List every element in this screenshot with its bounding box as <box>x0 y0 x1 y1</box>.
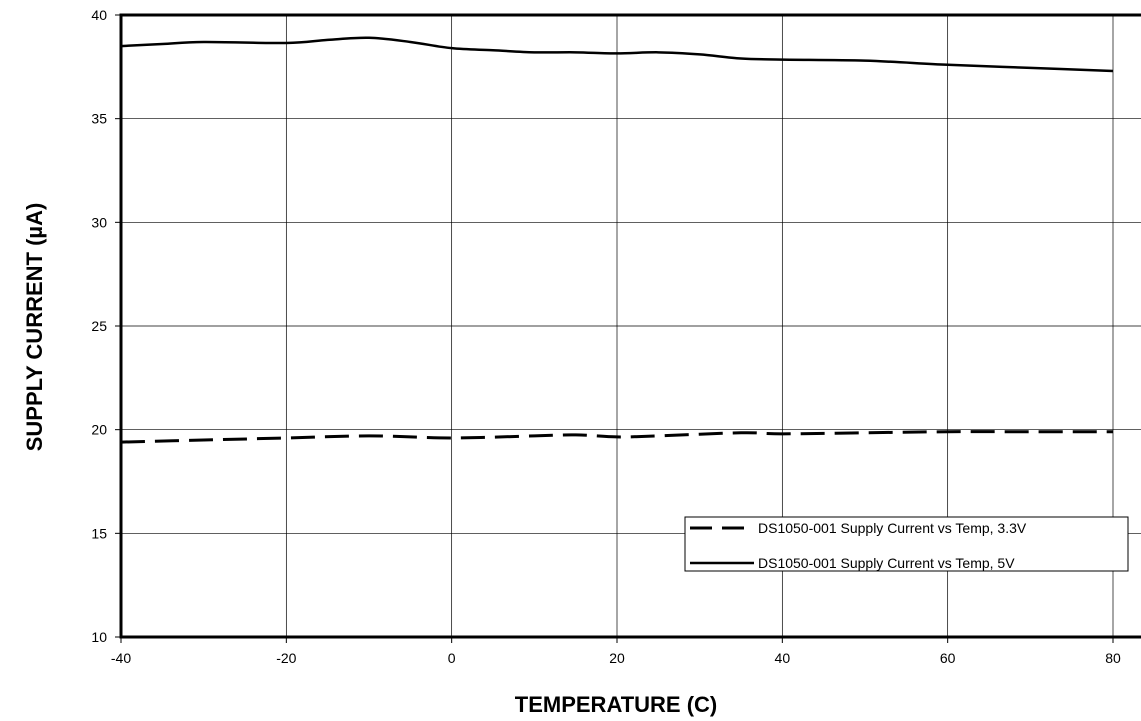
legend-label-3v3: DS1050-001 Supply Current vs Temp, 3.3V <box>758 520 1027 536</box>
x-tick-label: 80 <box>1105 650 1121 666</box>
y-tick-label: 25 <box>91 318 107 334</box>
grid-lines <box>121 15 1141 637</box>
x-tick-label: -20 <box>276 650 296 666</box>
series-layer <box>120 36 1114 444</box>
x-tick-label: 40 <box>775 650 791 666</box>
x-tick-label: 20 <box>609 650 625 666</box>
series-line-5v <box>120 36 1114 73</box>
x-axis-title: TEMPERATURE (C) <box>515 692 717 717</box>
legend-label-5v: DS1050-001 Supply Current vs Temp, 5V <box>758 555 1015 571</box>
y-tick-label: 30 <box>91 214 107 230</box>
x-tick-label: -40 <box>111 650 131 666</box>
y-axis-title: SUPPLY CURRENT (µA) <box>22 203 47 452</box>
y-tick-label: 40 <box>91 7 107 23</box>
legend: DS1050-001 Supply Current vs Temp, 3.3V … <box>684 516 1129 572</box>
y-tick-label: 10 <box>91 629 107 645</box>
x-tick-label: 0 <box>448 650 456 666</box>
x-tick-label: 60 <box>940 650 956 666</box>
legend-box <box>684 516 1129 572</box>
y-tick-label: 35 <box>91 111 107 127</box>
series-line-3v3 <box>120 430 1113 444</box>
tick-labels: -40 -20 0 20 40 60 80 10 15 20 25 30 35 40 <box>91 7 1121 666</box>
y-tick-label: 15 <box>91 525 107 541</box>
y-tick-label: 20 <box>91 422 107 438</box>
